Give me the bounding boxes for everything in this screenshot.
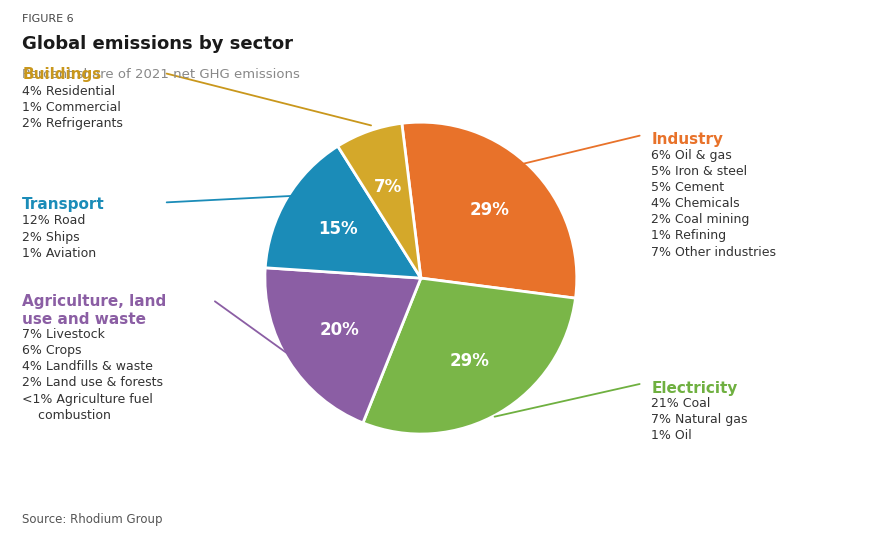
Text: 12% Road: 12% Road — [22, 214, 86, 227]
Text: 2% Refrigerants: 2% Refrigerants — [22, 117, 123, 130]
Text: 7% Natural gas: 7% Natural gas — [651, 413, 748, 426]
Text: Global emissions by sector: Global emissions by sector — [22, 35, 293, 53]
Wedge shape — [363, 278, 576, 434]
Text: 6% Oil & gas: 6% Oil & gas — [651, 148, 732, 161]
Text: <1% Agriculture fuel: <1% Agriculture fuel — [22, 393, 153, 406]
Wedge shape — [265, 268, 421, 423]
Wedge shape — [338, 123, 421, 278]
Wedge shape — [265, 146, 421, 278]
Wedge shape — [402, 122, 577, 298]
Text: Buildings: Buildings — [22, 68, 101, 83]
Text: 5% Iron & steel: 5% Iron & steel — [651, 165, 747, 178]
Text: 15%: 15% — [318, 220, 358, 238]
Text: Agriculture, land
use and waste: Agriculture, land use and waste — [22, 294, 167, 327]
Text: 7% Livestock: 7% Livestock — [22, 328, 105, 341]
Text: 2% Ships: 2% Ships — [22, 231, 80, 244]
Text: 4% Chemicals: 4% Chemicals — [651, 197, 740, 210]
Text: 20%: 20% — [319, 321, 359, 339]
Text: Percent share of 2021 net GHG emissions: Percent share of 2021 net GHG emissions — [22, 68, 300, 80]
Text: 7%: 7% — [374, 178, 402, 196]
Text: 4% Residential: 4% Residential — [22, 85, 115, 98]
Text: 29%: 29% — [470, 201, 509, 219]
Text: 29%: 29% — [450, 353, 490, 370]
Text: 7% Other industries: 7% Other industries — [651, 246, 776, 259]
Text: 1% Oil: 1% Oil — [651, 429, 692, 442]
Text: Transport: Transport — [22, 197, 105, 212]
Text: Electricity: Electricity — [651, 381, 737, 396]
Text: 1% Aviation: 1% Aviation — [22, 247, 97, 260]
Text: Source: Rhodium Group: Source: Rhodium Group — [22, 514, 163, 526]
Text: 21% Coal: 21% Coal — [651, 397, 711, 410]
Text: 4% Landfills & waste: 4% Landfills & waste — [22, 360, 153, 373]
Text: 6% Crops: 6% Crops — [22, 344, 82, 357]
Text: 1% Refining: 1% Refining — [651, 230, 727, 242]
Text: 2% Land use & forests: 2% Land use & forests — [22, 376, 163, 389]
Text: combustion: combustion — [22, 409, 111, 422]
Text: Industry: Industry — [651, 132, 723, 147]
Text: 5% Cement: 5% Cement — [651, 181, 725, 194]
Text: 2% Coal mining: 2% Coal mining — [651, 213, 750, 226]
Text: 1% Commercial: 1% Commercial — [22, 101, 121, 114]
Text: FIGURE 6: FIGURE 6 — [22, 14, 74, 24]
